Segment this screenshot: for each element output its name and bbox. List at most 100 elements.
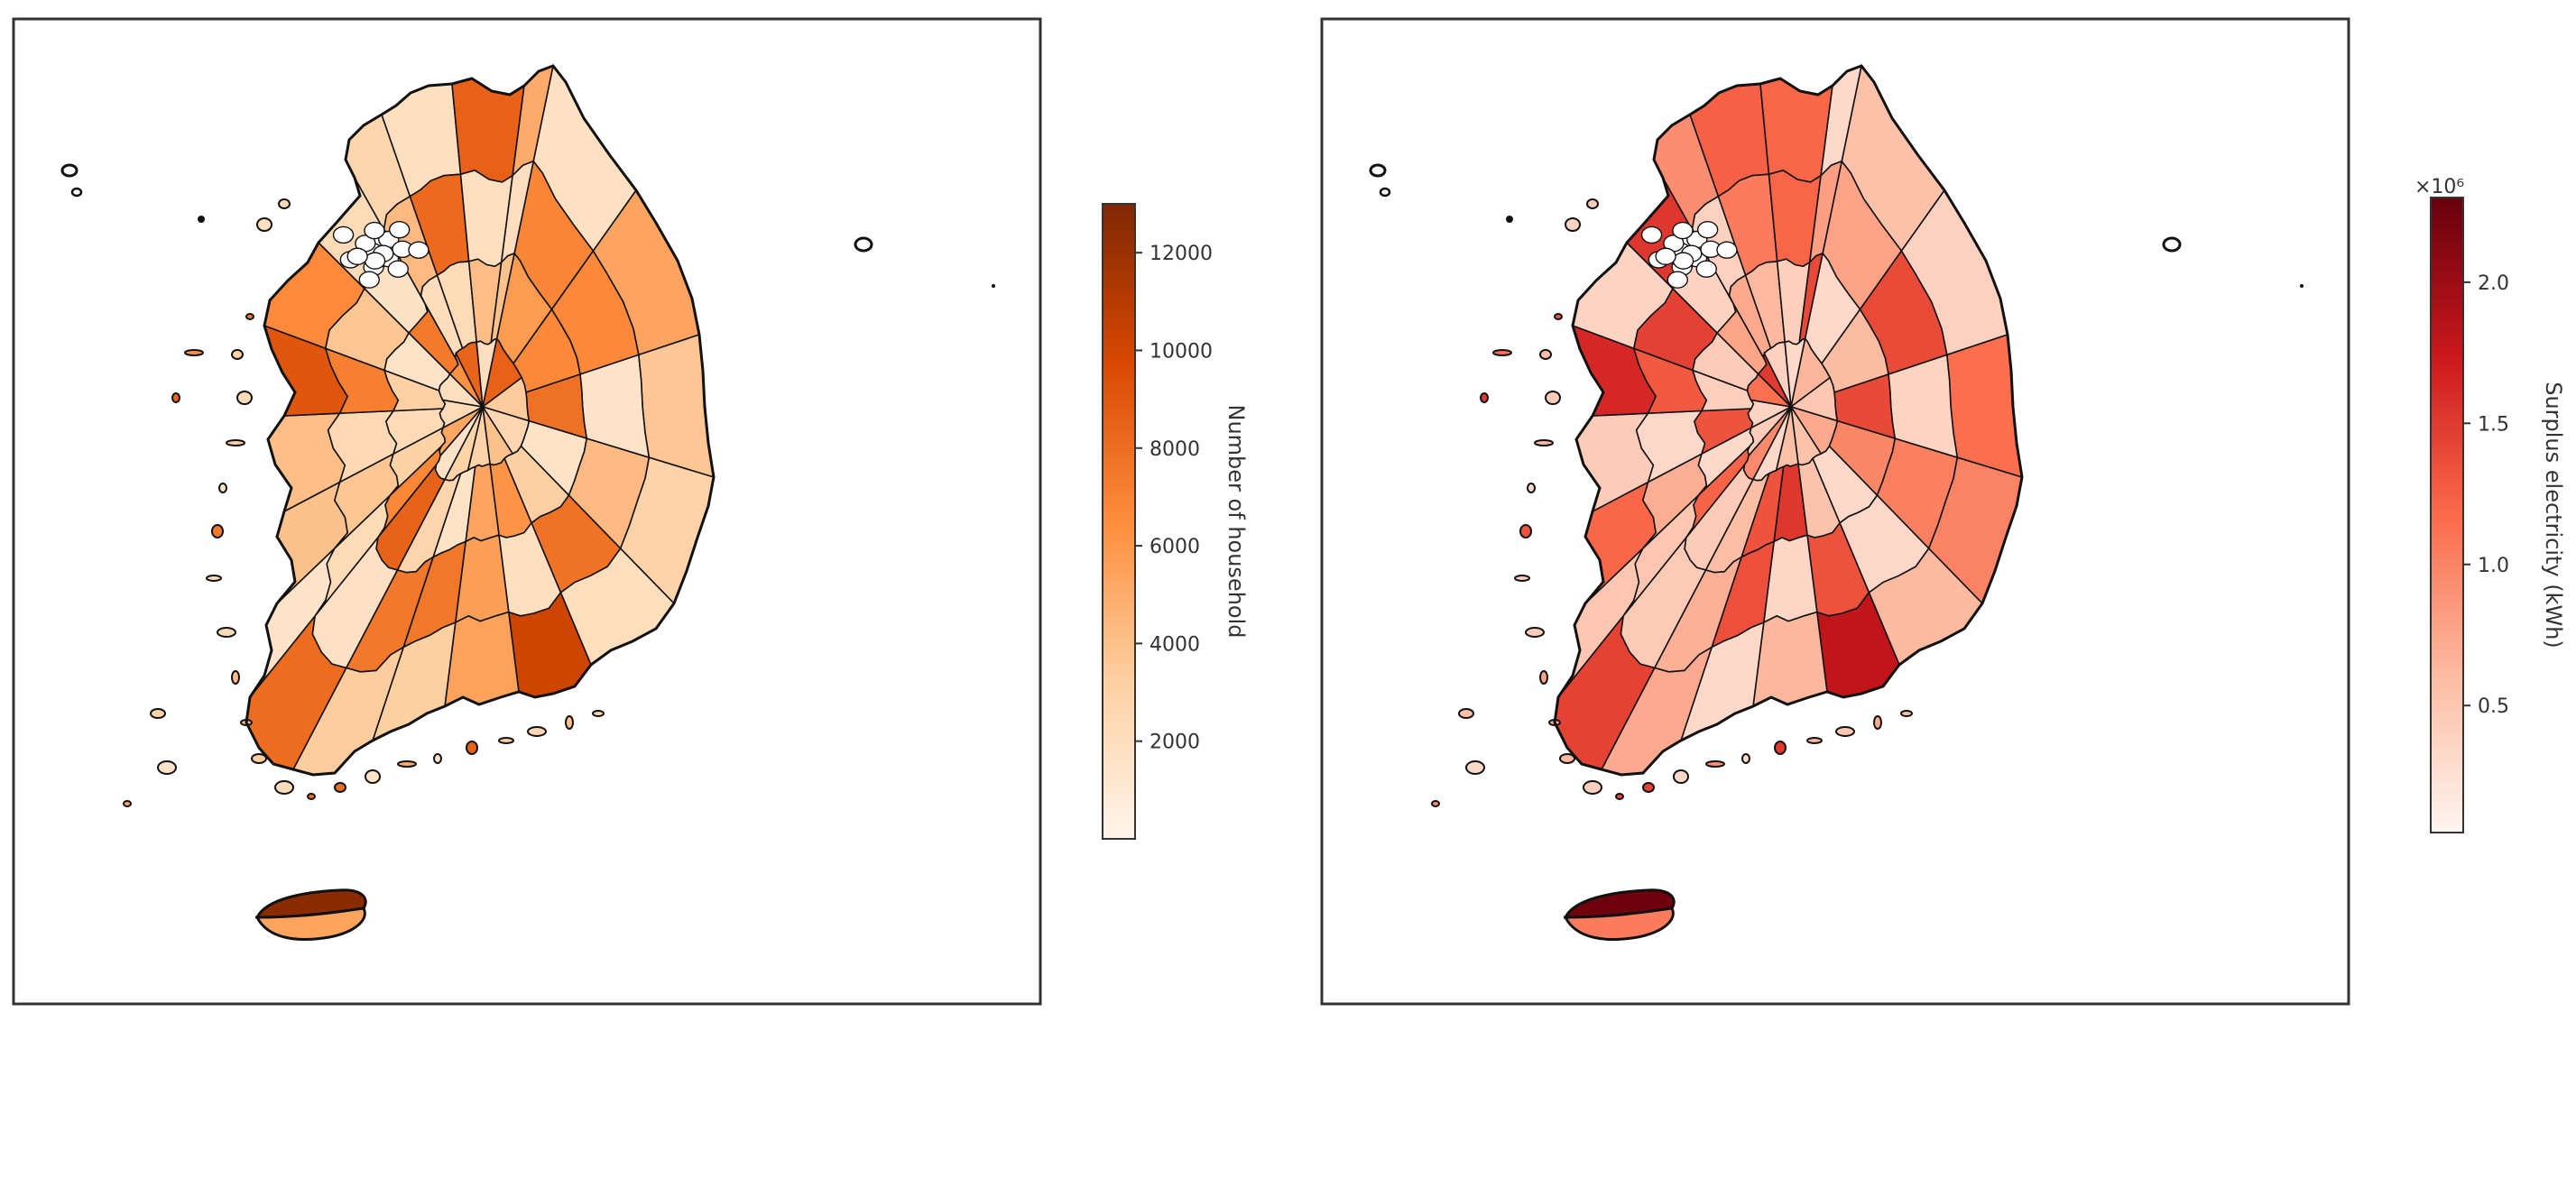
region: [439, 406, 484, 457]
colorbar-tick-label: 1.0: [2478, 555, 2509, 577]
district: [1655, 247, 1676, 265]
island: [1527, 483, 1536, 493]
district: [1672, 252, 1694, 270]
region: [448, 351, 484, 408]
region: [1742, 406, 1792, 481]
region: [1746, 373, 1794, 409]
island: [365, 769, 381, 784]
jeju-island: [1563, 888, 1676, 941]
jeju-south: [1563, 907, 1675, 941]
island: [498, 737, 514, 744]
island: [397, 760, 417, 768]
seoul-metro-cluster: [332, 220, 429, 289]
region: [466, 406, 491, 473]
island: [1705, 760, 1725, 768]
colorbar-gradient: [1102, 203, 1136, 840]
island: [1480, 392, 1489, 403]
region: [444, 611, 520, 708]
island: [226, 439, 245, 446]
district: [1640, 225, 1663, 244]
colorbar-ticks: 2000 4000 6000 8000 10000 12000: [1135, 243, 1213, 754]
island: [217, 627, 236, 638]
nw-island: [70, 187, 83, 198]
colorbar-tick-label: 2.0: [2478, 272, 2509, 295]
region: [482, 406, 514, 466]
coastal-islands: [1431, 198, 1913, 807]
island: [1534, 439, 1554, 446]
island: [278, 198, 291, 209]
island: [218, 483, 227, 493]
region: [1752, 611, 1828, 708]
region: [438, 373, 485, 409]
dokdo-island: [2300, 284, 2304, 288]
nw-island: [1506, 216, 1513, 223]
island: [1774, 741, 1787, 755]
island: [1642, 782, 1655, 793]
island: [184, 349, 204, 356]
district: [408, 241, 429, 259]
colorbar-tick-label: 2000: [1150, 732, 1200, 754]
island: [1554, 313, 1563, 320]
colorbar-tick-label: 4000: [1150, 633, 1200, 656]
island: [171, 392, 180, 403]
district: [364, 252, 386, 270]
island: [307, 793, 316, 800]
coastline: [245, 64, 716, 777]
region: [1790, 406, 1823, 466]
district: [1695, 260, 1717, 278]
island: [1559, 753, 1575, 764]
colorbar-tick-label: 0.5: [2478, 695, 2509, 718]
island: [211, 524, 224, 538]
ulleung-island: [2162, 236, 2182, 253]
island: [251, 753, 267, 764]
island: [231, 349, 244, 360]
district: [1696, 220, 1719, 239]
island: [245, 313, 254, 320]
district: [1667, 271, 1688, 289]
colorbar-tick-label: 8000: [1150, 438, 1200, 461]
surplus-colorbar: 0.5 1.0 1.5 2.0 ×10⁶ Surplus electricity (k…: [2414, 176, 2566, 833]
region: [1789, 405, 1839, 456]
district: [346, 247, 368, 265]
district: [364, 221, 385, 240]
region: [1763, 341, 1792, 408]
colorbar-tick-label: 10000: [1150, 340, 1213, 363]
region: [434, 406, 484, 481]
colorbar-gradient: [2430, 197, 2464, 833]
island: [1514, 575, 1530, 582]
island: [1519, 524, 1532, 538]
island: [1525, 627, 1545, 638]
region: [1747, 406, 1792, 457]
island: [565, 715, 574, 730]
region: [1789, 336, 1832, 409]
colorbar-label: Number of household: [1223, 405, 1249, 639]
district: [332, 225, 355, 244]
coastal-islands: [123, 198, 605, 807]
island: [334, 782, 346, 793]
island: [527, 726, 547, 737]
colorbar-tick-label: 12000: [1150, 243, 1213, 265]
region: [481, 405, 531, 456]
region: [455, 341, 484, 408]
island: [1458, 708, 1474, 719]
island: [1615, 793, 1624, 800]
nw-island: [198, 216, 205, 223]
island: [1873, 715, 1882, 730]
island: [256, 217, 272, 232]
island: [1900, 710, 1913, 717]
region: [439, 399, 485, 429]
island: [150, 708, 166, 719]
island: [592, 710, 605, 717]
region: [475, 337, 498, 408]
island: [123, 800, 132, 807]
island: [1835, 726, 1855, 737]
region: [1757, 351, 1792, 408]
region: [1784, 337, 1806, 408]
district: [1672, 221, 1694, 240]
region: [481, 336, 523, 409]
jeju-south: [254, 907, 366, 941]
colorbar-offset-text: ×10⁶: [2414, 176, 2464, 198]
island: [1465, 760, 1485, 775]
